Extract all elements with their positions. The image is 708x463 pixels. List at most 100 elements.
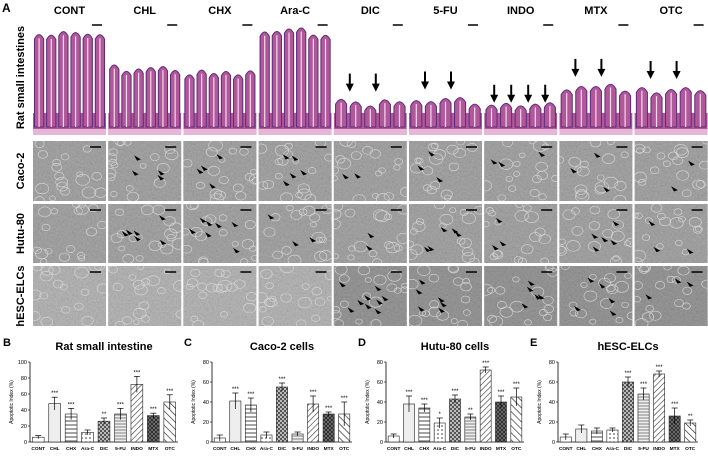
panel-b: B Rat small intestine Apoptotic Index (%)… — [3, 337, 178, 452]
significance-label: *** — [405, 390, 413, 396]
cell-outline — [272, 250, 283, 260]
cell-background — [333, 141, 407, 201]
cell-outline — [529, 189, 540, 198]
arrow-head — [345, 83, 354, 92]
arrowhead-icon — [200, 165, 208, 171]
cell-outline — [319, 236, 327, 243]
cell-outline — [469, 257, 480, 263]
micrograph-tile-caco-2-ara-c — [258, 141, 332, 201]
cell-outline — [583, 290, 598, 302]
cell-outline — [215, 283, 227, 293]
cell-outline — [522, 204, 532, 212]
cell-outline — [244, 172, 255, 181]
cell-outline — [566, 240, 581, 252]
cell-outline — [311, 232, 326, 244]
arrowhead-icon — [423, 246, 431, 253]
cell-outline — [220, 269, 231, 278]
tissue-section — [108, 64, 182, 135]
cell-outline — [108, 158, 118, 166]
column-header-chl: CHL — [133, 5, 156, 17]
chart-title: Caco-2 cells — [250, 341, 314, 353]
cell-outline — [449, 207, 457, 214]
cell-outline — [453, 148, 466, 159]
cell-outline — [698, 160, 708, 170]
arrowhead-icon — [209, 183, 216, 189]
cell-outline — [327, 295, 332, 302]
cell-outline — [513, 160, 521, 167]
cell-outline — [373, 274, 387, 286]
significance-label: *** — [421, 398, 429, 404]
y-tick-label: 60 — [203, 380, 209, 386]
cell-outline — [614, 180, 627, 191]
micrograph-tile-hesc-elcs-cont — [33, 266, 106, 326]
cell-outline — [197, 282, 208, 291]
cell-outline — [673, 208, 683, 216]
cell-outline — [190, 268, 201, 278]
cell-outline — [521, 244, 534, 255]
tissue-section — [559, 83, 633, 135]
cell-outline — [280, 293, 292, 303]
cell-outline — [372, 193, 379, 199]
significance-label: *** — [247, 392, 255, 398]
histology-tile-mtx — [559, 20, 633, 135]
cell-outline — [576, 166, 590, 177]
cell-outline — [44, 248, 53, 255]
cell-outline — [93, 266, 106, 271]
y-tick-label: 60 — [21, 392, 27, 398]
significance-label: *** — [497, 390, 505, 396]
cell-outline — [460, 282, 472, 292]
column-header-cont: CONT — [54, 5, 85, 17]
arrowhead-icon — [199, 217, 207, 223]
cell-outline — [116, 141, 125, 147]
arrowhead-icon — [374, 308, 382, 315]
cell-outline — [137, 266, 144, 270]
cell-outline — [634, 212, 639, 219]
bar-dic — [622, 381, 634, 443]
chart-hutu-80-cells: Hutu-80 cells Apoptotic Index (%) 0 20 40 60 8… — [365, 341, 524, 452]
cell-outline — [35, 183, 50, 195]
cell-outline — [656, 243, 664, 250]
x-tick-label-cont: CONT — [559, 446, 573, 452]
cell-outline — [187, 278, 198, 287]
arrowhead-icon — [674, 278, 682, 284]
cell-outline — [132, 319, 140, 325]
cell-outline — [508, 185, 517, 192]
cell-outline — [368, 250, 378, 258]
y-tick-label: 20 — [21, 424, 27, 430]
row-labels: Rat small intestines Caco-2 Hutu-80 hESC-EL… — [15, 26, 27, 327]
column-header-indo: INDO — [507, 5, 535, 17]
cell-outline — [319, 250, 332, 261]
cell-outline — [77, 204, 86, 208]
cell-outline — [258, 181, 269, 190]
arrowhead-icon — [534, 294, 542, 300]
micrograph-tile-hesc-elcs-mtx — [559, 266, 633, 326]
cell-outline — [621, 301, 629, 308]
cell-outline — [173, 280, 182, 292]
arrowhead-icon — [428, 151, 435, 157]
micrograph-tile-hesc-elcs-ara-c — [258, 266, 332, 326]
cell-outline — [649, 310, 662, 321]
panel-c: C Caco-2 cells Apoptotic Index (%) 0 20 40 60… — [184, 337, 352, 452]
cell-outline — [110, 162, 119, 169]
tissue-section — [183, 69, 257, 135]
arrowhead-icon — [289, 173, 297, 179]
cell-outline — [538, 193, 547, 201]
micrograph-tile-caco-2-dic — [333, 141, 407, 201]
cell-outline — [333, 310, 342, 320]
bar-dic — [449, 398, 461, 443]
y-tick-label: 40 — [21, 408, 27, 414]
cell-outline — [394, 158, 403, 166]
cell-outline — [428, 273, 440, 283]
cell-outline — [281, 246, 292, 255]
cell-outline — [400, 186, 407, 198]
cell-outline — [48, 266, 61, 275]
arrowhead-icon — [282, 180, 290, 187]
arrowhead-icon — [653, 246, 661, 253]
cell-outline — [346, 141, 357, 148]
arrowhead-icon — [189, 228, 196, 234]
cell-outline — [261, 316, 274, 326]
cell-outline — [663, 266, 672, 271]
cell-outline — [450, 318, 458, 324]
x-tick-label-indo: INDO — [653, 446, 665, 452]
cell-outline — [524, 319, 532, 326]
